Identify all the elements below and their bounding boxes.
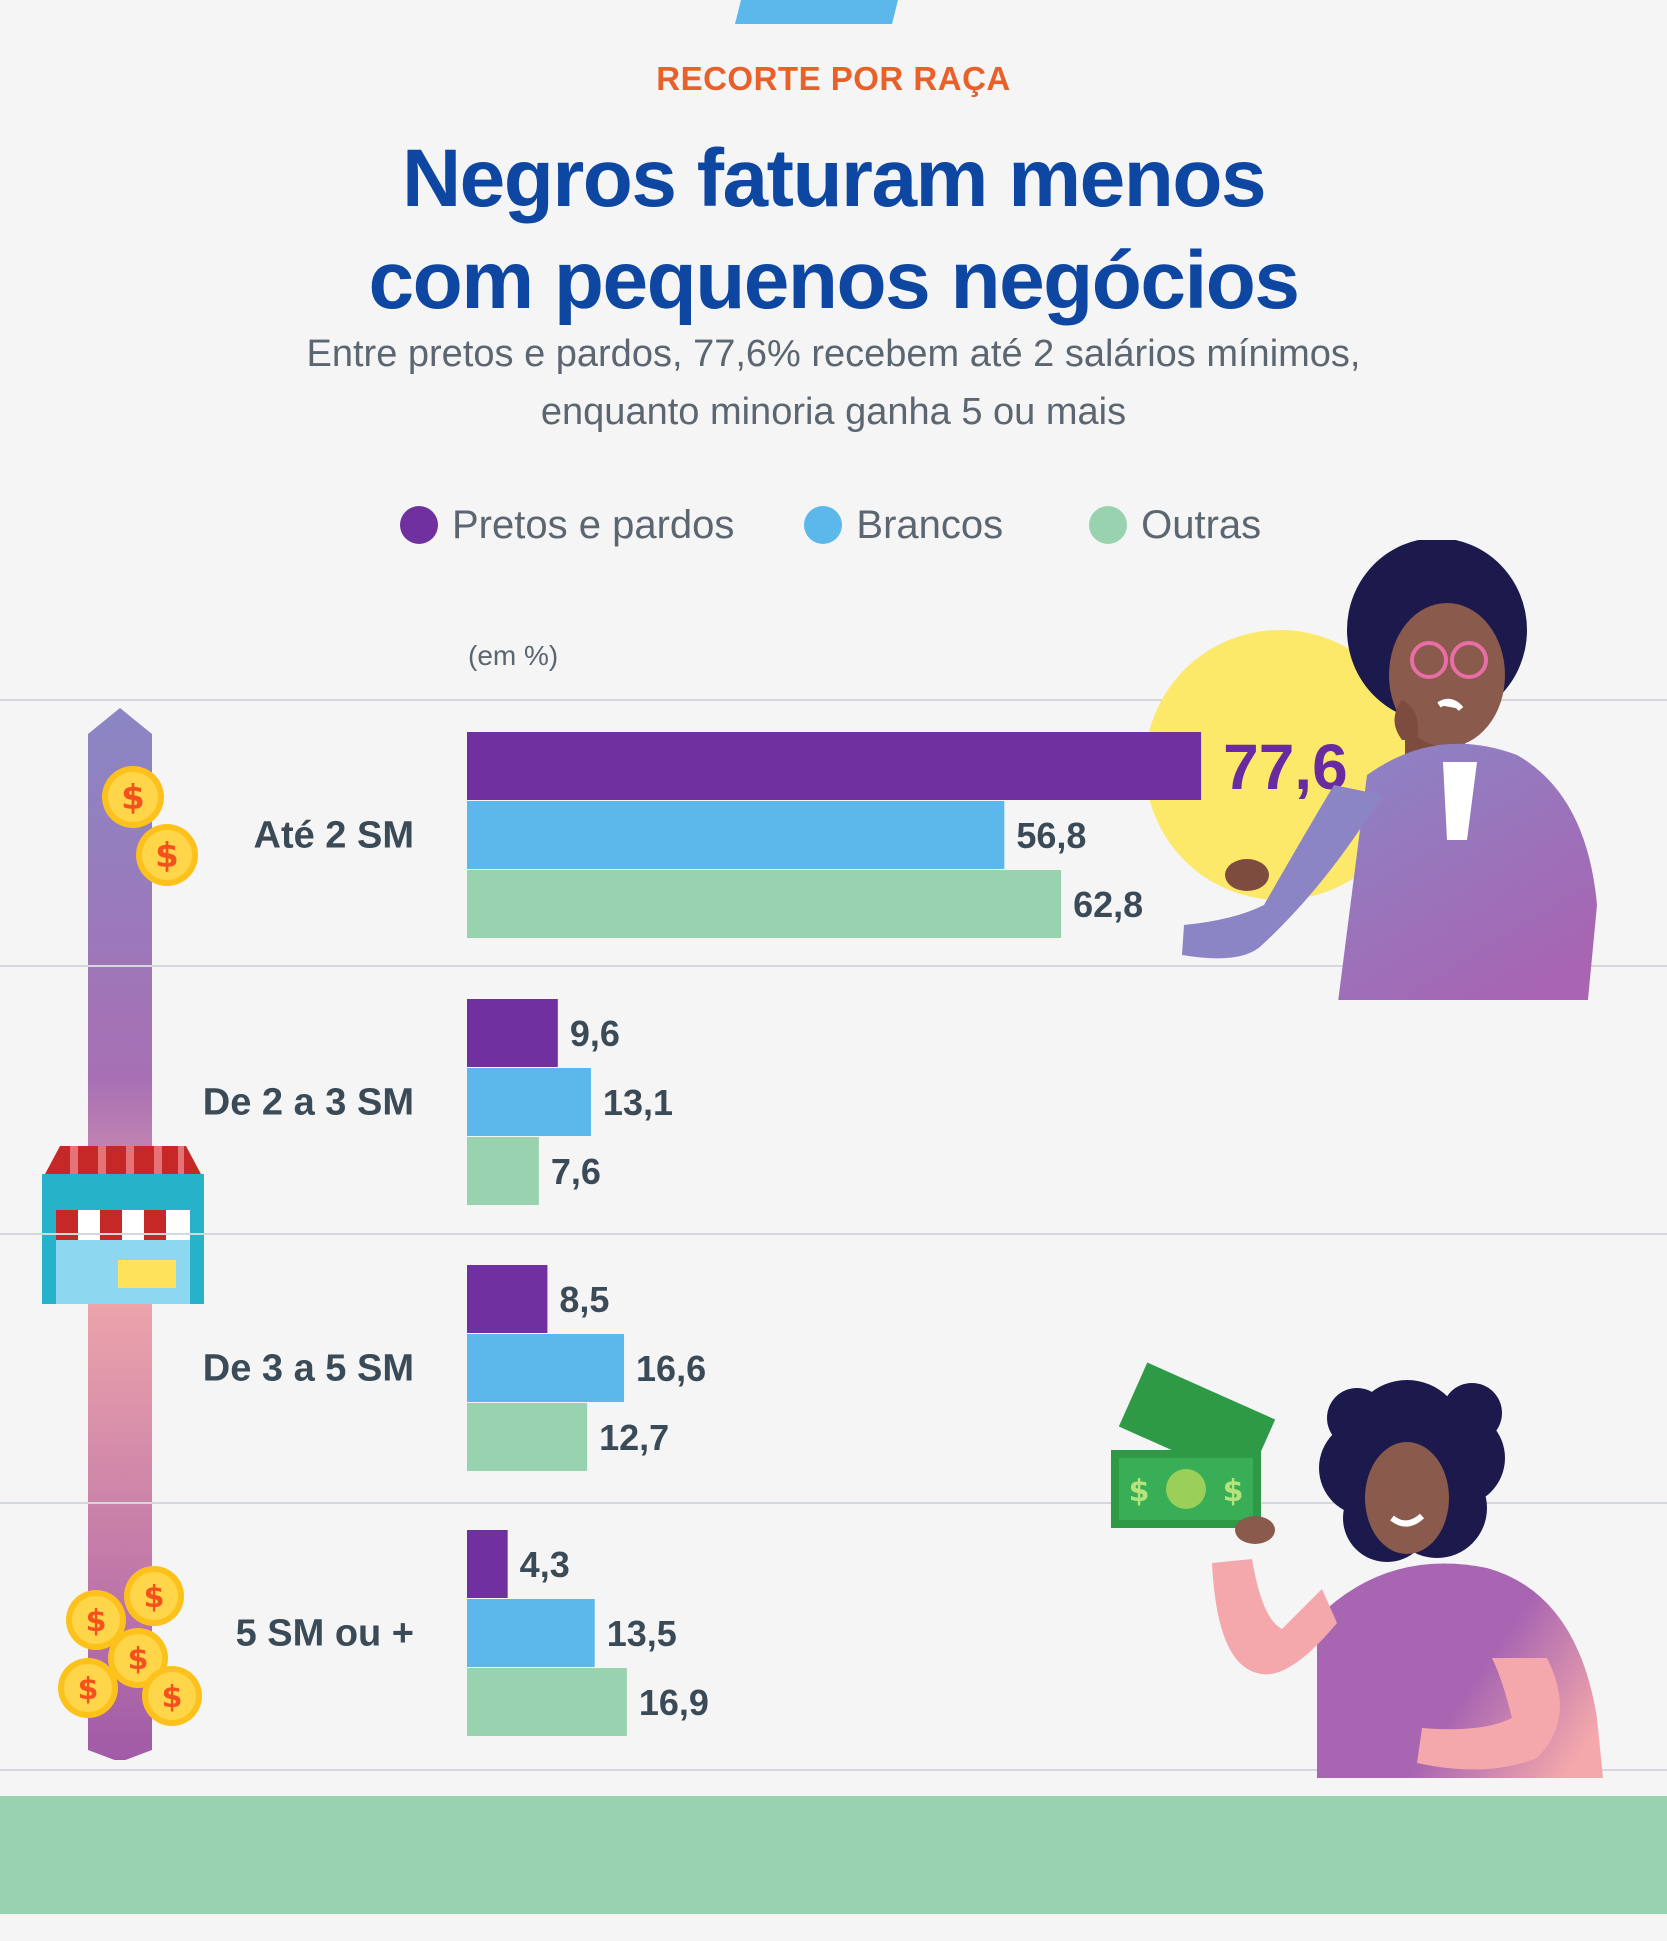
subtitle: Entre pretos e pardos, 77,6% recebem até…	[0, 325, 1667, 441]
value-label: 16,6	[636, 1348, 706, 1389]
bar	[467, 1137, 539, 1205]
svg-text:$: $	[1223, 1474, 1244, 1509]
svg-text:$: $	[86, 1604, 107, 1639]
bar	[467, 801, 1005, 869]
category-label: Até 2 SM	[254, 815, 414, 857]
subtitle-line-1: Entre pretos e pardos, 77,6% recebem até…	[306, 333, 1361, 375]
value-label: 62,8	[1073, 884, 1143, 925]
svg-text:$: $	[1129, 1474, 1150, 1509]
person-illustration-top	[1182, 540, 1597, 1000]
bar	[467, 870, 1062, 938]
bar	[467, 1599, 595, 1667]
store-icon	[42, 1146, 204, 1304]
subtitle-line-2: enquanto minoria ganha 5 ou mais	[540, 391, 1127, 433]
value-label: 4,3	[520, 1544, 570, 1585]
footer-bar	[0, 1796, 1667, 1914]
bar	[467, 1668, 627, 1736]
legend-dot-pretos-pardos	[400, 506, 438, 544]
title-line-2: com pequenos negócios	[368, 235, 1300, 326]
kicker: RECORTE POR RAÇA	[656, 60, 1011, 97]
title-line-1: Negros faturam menos	[401, 133, 1267, 224]
legend-item-outras: Outras	[1089, 503, 1261, 548]
value-label: 13,5	[607, 1613, 677, 1654]
page-title: Negros faturam menos com pequenos negóci…	[0, 128, 1667, 332]
bar	[467, 999, 558, 1067]
svg-text:$: $	[78, 1672, 99, 1707]
unit-label: (em %)	[468, 640, 559, 671]
legend-label: Pretos e pardos	[452, 502, 735, 547]
bar	[467, 1530, 508, 1598]
coins-pile-icon: $ $ $ $ $	[58, 1566, 202, 1726]
value-label: 8,5	[559, 1279, 609, 1320]
highlight-value-label: 77,6	[1223, 731, 1348, 803]
svg-text:$: $	[128, 1642, 149, 1677]
svg-text:$: $	[121, 778, 145, 818]
legend-dot-brancos	[804, 506, 843, 544]
legend-label: Brancos	[856, 502, 1004, 547]
bar	[467, 1068, 591, 1136]
bar	[467, 732, 1202, 800]
legend-item-brancos: Brancos	[804, 503, 1003, 548]
category-label: De 3 a 5 SM	[203, 1348, 414, 1390]
category-label: De 2 a 3 SM	[203, 1082, 414, 1124]
svg-text:$: $	[144, 1580, 165, 1615]
svg-text:$: $	[162, 1680, 183, 1715]
coin-icon: $	[136, 824, 198, 886]
person-illustration-bottom: $ $	[1111, 1362, 1603, 1778]
value-label: 12,7	[599, 1417, 669, 1458]
value-label: 16,9	[639, 1682, 709, 1723]
legend-label: Outras	[1141, 502, 1262, 547]
value-label: 9,6	[570, 1013, 620, 1054]
legend-item-pretos-pardos: Pretos e pardos	[400, 503, 734, 548]
bar	[467, 1403, 588, 1471]
coin-icon: $	[102, 766, 164, 828]
legend: Pretos e pardos Brancos Outras	[400, 497, 1331, 553]
bar	[467, 1334, 625, 1402]
svg-text:$: $	[155, 836, 179, 876]
legend-dot-outras	[1089, 506, 1128, 544]
value-label: 7,6	[551, 1151, 601, 1192]
value-label: 56,8	[1016, 815, 1086, 856]
bar	[467, 1265, 548, 1333]
category-label: 5 SM ou +	[236, 1613, 414, 1655]
value-label: 13,1	[603, 1082, 673, 1123]
